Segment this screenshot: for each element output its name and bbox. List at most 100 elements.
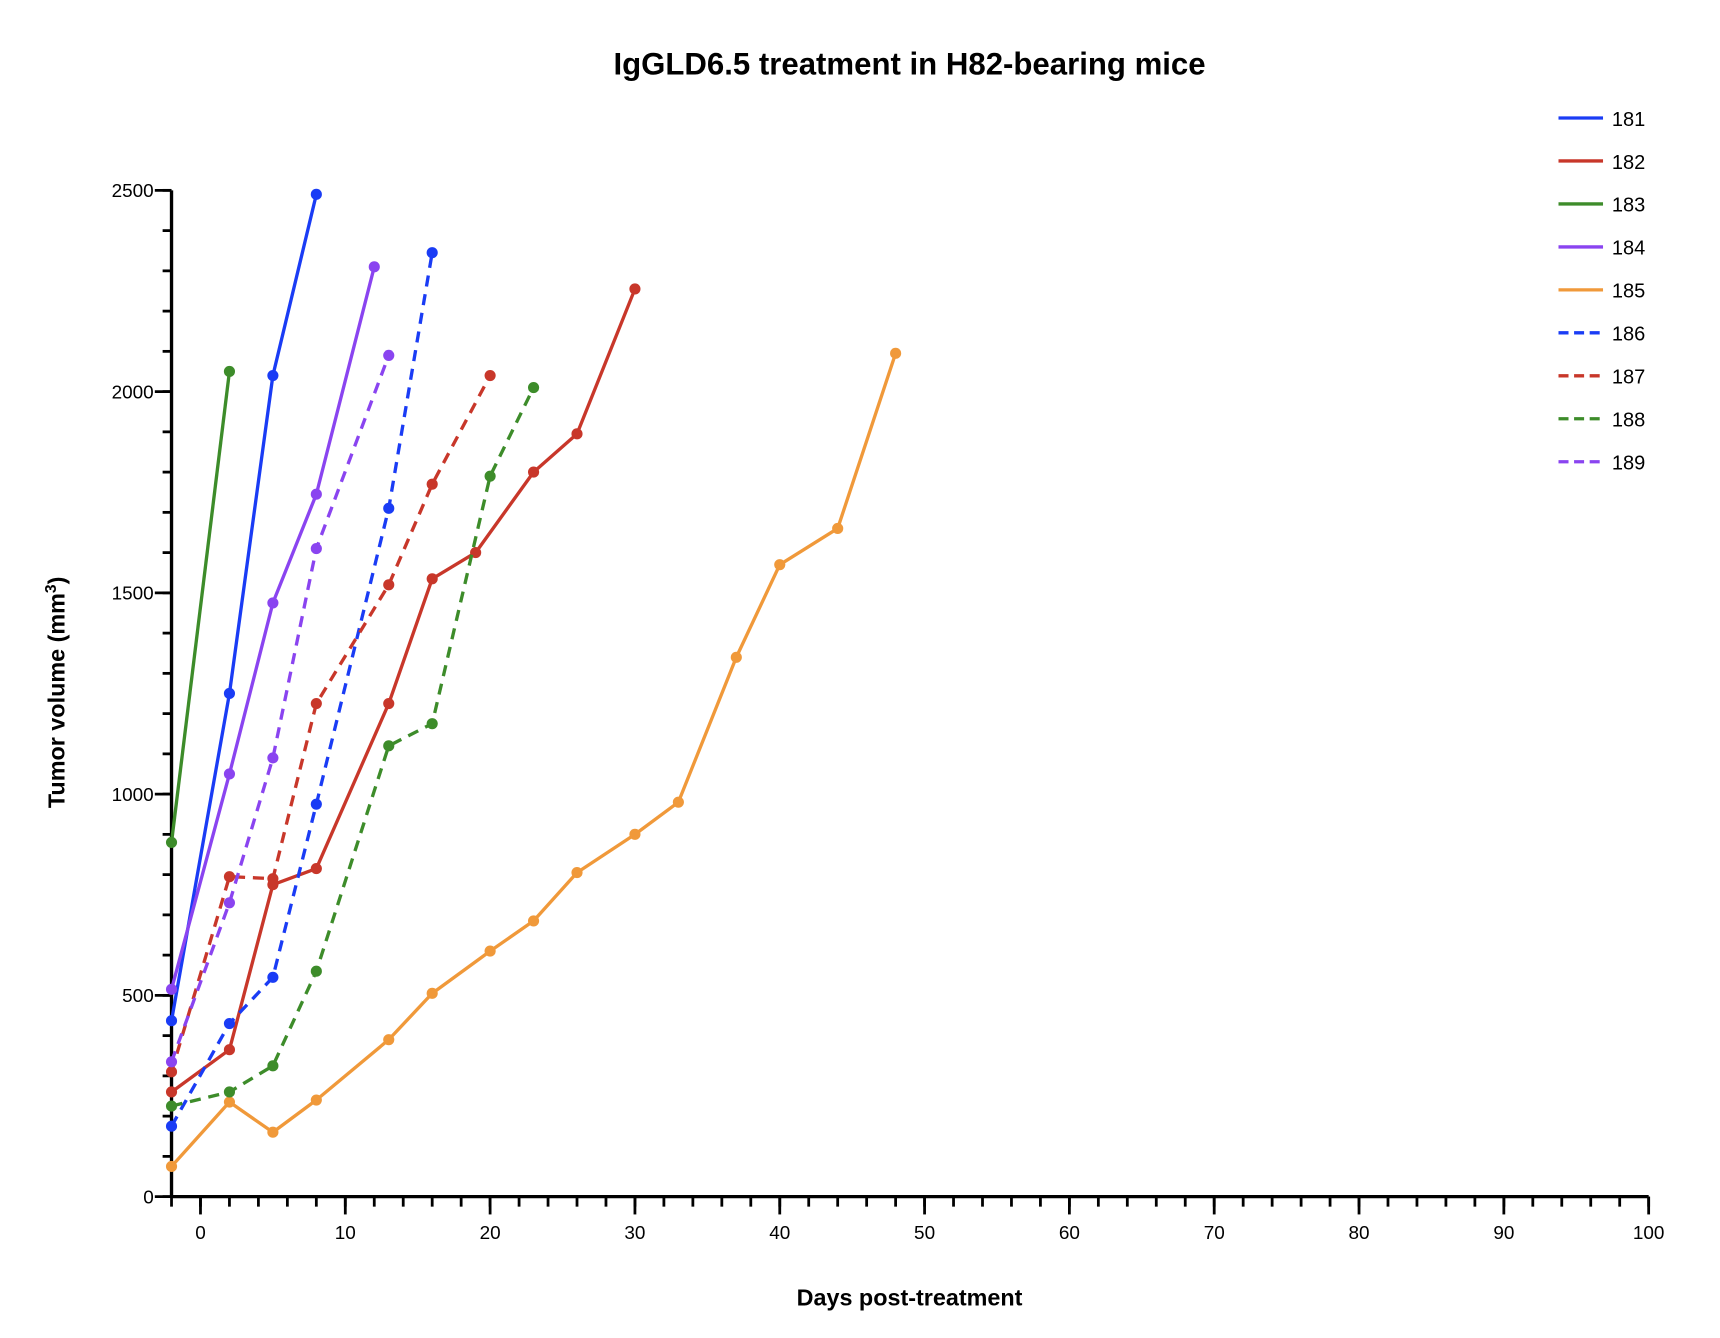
chart-title: IgGLD6.5 treatment in H82-bearing mice: [613, 47, 1205, 82]
data-point-189: [267, 752, 279, 764]
data-point-185: [730, 651, 742, 663]
data-point-189: [310, 543, 322, 555]
series-line-189: [169, 354, 391, 1063]
data-point-188: [426, 718, 438, 730]
data-point-186: [310, 798, 322, 810]
data-point-189: [223, 897, 236, 909]
legend-item-188: 188: [1558, 410, 1645, 432]
data-point-189: [165, 1056, 178, 1068]
series-line-182: [170, 288, 637, 1094]
axes: 0 10 20 30 40 50 60 70 80 90 100050010001500200025…: [112, 181, 1665, 1244]
data-point-188: [484, 470, 496, 482]
data-point-187: [223, 871, 236, 883]
data-point-185: [267, 1126, 279, 1138]
y-tick-label: 2000: [112, 382, 154, 403]
x-tick-label: 0: [195, 1223, 206, 1244]
legend-item-184: 184: [1558, 238, 1645, 260]
x-tick-label: 40: [769, 1223, 790, 1244]
data-point-183: [223, 365, 236, 378]
series-line-186: [170, 252, 434, 1128]
x-tick-label: 30: [624, 1223, 645, 1244]
data-point-181: [267, 369, 279, 382]
x-axis-title: Days post-treatment: [797, 1285, 1023, 1311]
data-point-182: [629, 283, 641, 295]
x-tick-label: 50: [914, 1223, 935, 1244]
legend-label: 187: [1612, 367, 1645, 389]
data-point-185: [890, 347, 902, 359]
data-point-185: [426, 987, 438, 999]
data-point-188: [383, 740, 395, 752]
x-tick-label: 90: [1493, 1223, 1514, 1244]
data-point-188: [267, 1060, 279, 1072]
x-tick-label: 20: [480, 1223, 501, 1244]
data-point-182: [223, 1044, 236, 1056]
data-point-182: [383, 697, 395, 710]
data-point-186: [426, 247, 438, 259]
data-point-188: [165, 1100, 178, 1112]
x-tick-label: 100: [1633, 1223, 1665, 1244]
y-tick-label: 1500: [112, 584, 154, 605]
legend-item-183: 183: [1558, 195, 1645, 217]
data-point-188: [223, 1086, 236, 1098]
data-point-186: [383, 502, 395, 514]
data-point-183: [165, 836, 178, 848]
data-point-181: [310, 188, 322, 200]
data-point-187: [267, 873, 279, 885]
data-point-185: [832, 522, 844, 535]
data-point-182: [571, 428, 583, 440]
data-point-189: [383, 349, 395, 361]
data-point-184: [310, 488, 322, 500]
data-point-185: [774, 559, 786, 571]
series-184: [165, 261, 380, 995]
x-tick-label: 60: [1059, 1223, 1080, 1244]
legend-label: 186: [1612, 324, 1645, 346]
y-tick-label: 2500: [112, 181, 154, 202]
legend-label: 184: [1612, 238, 1645, 260]
data-point-185: [527, 915, 540, 927]
data-point-182: [527, 466, 540, 478]
data-point-185: [383, 1034, 395, 1046]
data-point-182: [165, 1086, 178, 1098]
y-axis-title-superscript: 3: [43, 584, 60, 593]
data-point-185: [223, 1096, 236, 1108]
x-tick-label: 10: [335, 1223, 356, 1244]
legend-item-185: 185: [1558, 281, 1645, 303]
data-point-188: [310, 965, 322, 977]
data-point-184: [165, 983, 178, 995]
data-point-185: [165, 1160, 178, 1173]
data-point-181: [223, 687, 236, 700]
data-point-184: [267, 597, 279, 609]
y-tick-label: 1000: [112, 785, 154, 806]
series-line-181: [169, 193, 318, 1022]
data-point-187: [426, 478, 438, 490]
y-tick-label: 500: [122, 986, 154, 1007]
legend-label: 188: [1612, 410, 1645, 432]
data-point-185: [310, 1094, 322, 1106]
legend-label: 189: [1612, 453, 1645, 475]
y-axis-title-rest: ): [44, 577, 70, 585]
legend-item-181: 181: [1558, 109, 1645, 131]
data-point-185: [629, 828, 641, 840]
legend-label: 182: [1612, 152, 1645, 174]
data-point-186: [165, 1120, 178, 1132]
series-189: [165, 349, 395, 1068]
series-line-187: [169, 374, 492, 1073]
data-point-187: [484, 369, 496, 382]
data-point-182: [426, 573, 438, 585]
series-183: [165, 365, 236, 848]
data-point-186: [223, 1017, 236, 1030]
legend-item-189: 189: [1558, 453, 1645, 475]
series-line-183: [169, 371, 232, 843]
data-point-182: [310, 863, 322, 875]
y-axis-title-text: Tumor volume (mm: [44, 593, 70, 808]
legend-label: 185: [1612, 281, 1645, 303]
legend-item-186: 186: [1558, 324, 1645, 346]
data-point-186: [267, 971, 279, 983]
series-181: [165, 188, 322, 1027]
data-point-184: [368, 261, 380, 273]
x-tick-label: 70: [1204, 1223, 1225, 1244]
series-186: [165, 247, 438, 1132]
series-line-188: [171, 386, 536, 1108]
data-point-185: [484, 945, 496, 957]
